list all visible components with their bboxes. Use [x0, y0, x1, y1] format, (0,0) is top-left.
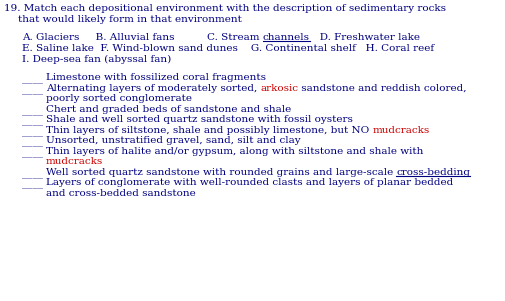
Text: sandstone and reddish colored,: sandstone and reddish colored, — [298, 84, 466, 93]
Text: Chert and graded beds of sandstone and shale: Chert and graded beds of sandstone and s… — [46, 105, 291, 114]
Text: Thin layers of siltstone, shale and possibly limestone, but NO: Thin layers of siltstone, shale and poss… — [46, 126, 372, 135]
Text: 19. Match each depositional environment with the description of sedimentary rock: 19. Match each depositional environment … — [4, 4, 445, 13]
Text: mudcracks: mudcracks — [372, 126, 429, 135]
Text: ____: ____ — [22, 107, 43, 116]
Text: mudcracks: mudcracks — [46, 157, 103, 166]
Text: Unsorted, unstratified gravel, sand, silt and clay: Unsorted, unstratified gravel, sand, sil… — [46, 136, 300, 145]
Text: Layers of conglomerate with well-rounded clasts and layers of planar bedded: Layers of conglomerate with well-rounded… — [46, 178, 452, 187]
Text: ____: ____ — [22, 86, 43, 95]
Text: ____: ____ — [22, 149, 43, 158]
Text: that would likely form in that environment: that would likely form in that environme… — [18, 14, 241, 23]
Text: A. Glaciers     B. Alluvial fans          C. Stream: A. Glaciers B. Alluvial fans C. Stream — [22, 33, 262, 42]
Text: channels: channels — [262, 33, 309, 42]
Text: Thin layers of halite and/or gypsum, along with siltstone and shale with: Thin layers of halite and/or gypsum, alo… — [46, 147, 423, 156]
Text: ____: ____ — [22, 75, 43, 84]
Text: Shale and well sorted quartz sandstone with fossil oysters: Shale and well sorted quartz sandstone w… — [46, 115, 352, 124]
Text: poorly sorted conglomerate: poorly sorted conglomerate — [46, 94, 191, 103]
Text: ____: ____ — [22, 170, 43, 179]
Text: I. Deep-sea fan (abyssal fan): I. Deep-sea fan (abyssal fan) — [22, 54, 171, 64]
Text: ____: ____ — [22, 117, 43, 126]
Text: D. Freshwater lake: D. Freshwater lake — [309, 33, 419, 42]
Text: and cross-bedded sandstone: and cross-bedded sandstone — [46, 189, 195, 198]
Text: ____: ____ — [22, 138, 43, 147]
Text: Alternating layers of moderately sorted,: Alternating layers of moderately sorted, — [46, 84, 260, 93]
Text: Well sorted quartz sandstone with rounded grains and large-scale: Well sorted quartz sandstone with rounde… — [46, 168, 396, 177]
Text: Limestone with fossilized coral fragments: Limestone with fossilized coral fragment… — [46, 73, 266, 82]
Text: ____: ____ — [22, 128, 43, 137]
Text: cross-bedding: cross-bedding — [396, 168, 470, 177]
Text: arkosic: arkosic — [260, 84, 298, 93]
Text: ____: ____ — [22, 180, 43, 189]
Text: E. Saline lake  F. Wind-blown sand dunes    G. Continental shelf   H. Coral reef: E. Saline lake F. Wind-blown sand dunes … — [22, 44, 433, 53]
